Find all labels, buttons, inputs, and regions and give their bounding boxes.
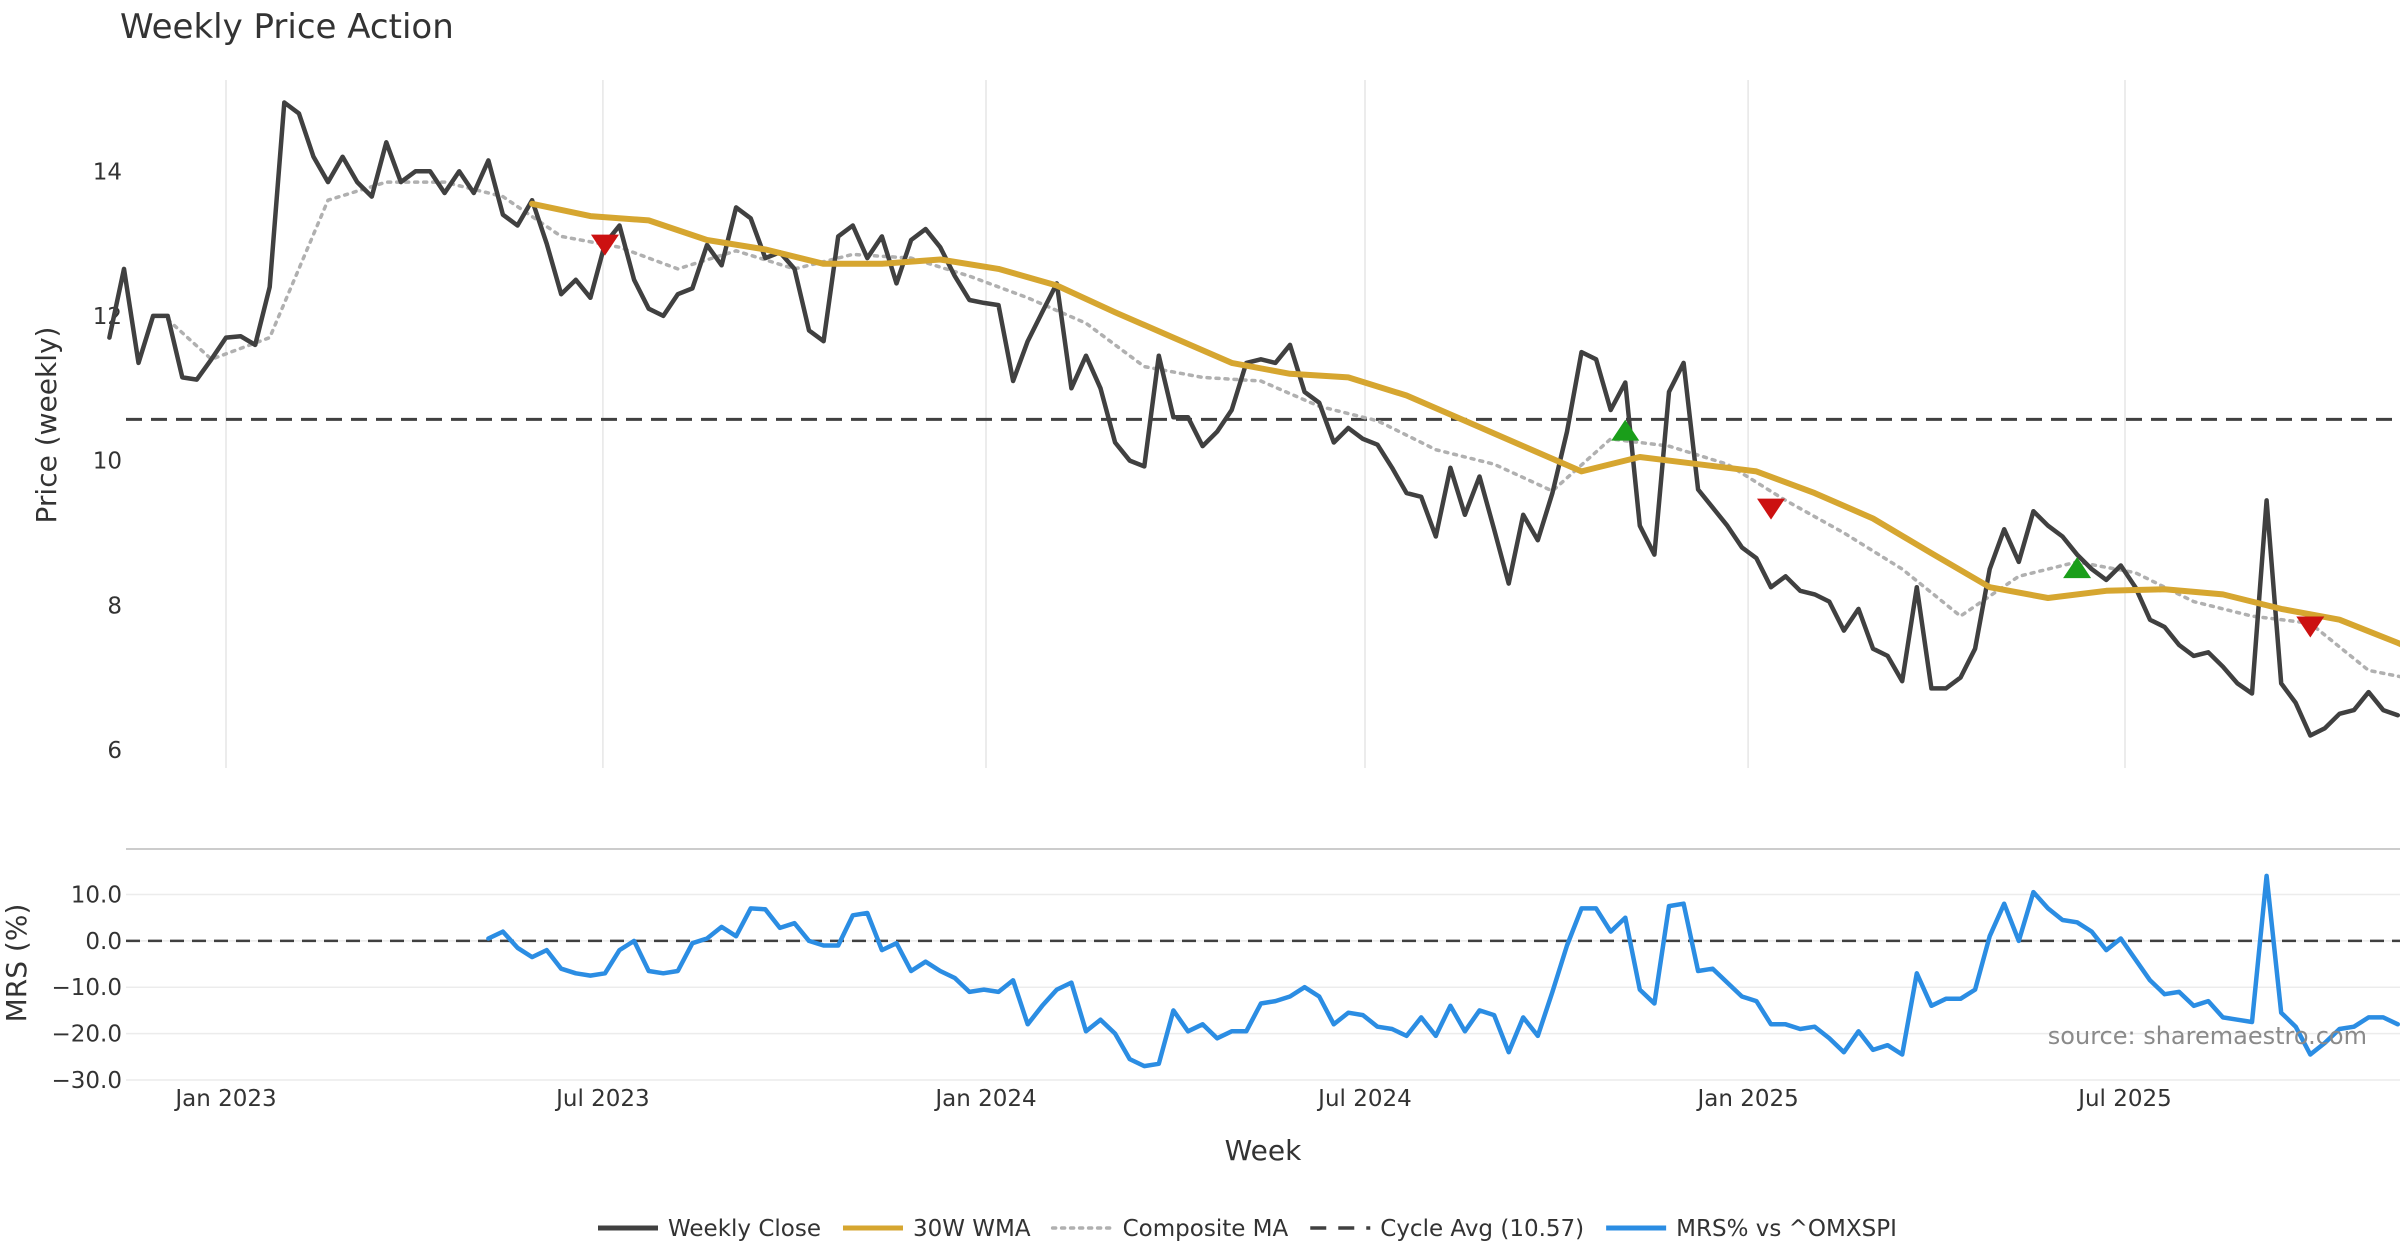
price-series bbox=[107, 100, 2400, 738]
mrs-grid bbox=[126, 893, 2400, 1081]
mrs-y-tick-2: −10.0 bbox=[52, 975, 122, 1001]
legend: Weekly Close 30W WMA Composite MA Cycle Avg… bbox=[598, 1216, 1897, 1242]
mrs-y-tick-3: −20.0 bbox=[52, 1022, 122, 1048]
sell-signal-marker-0 bbox=[590, 234, 619, 256]
legend-label-composite-ma: Composite MA bbox=[1123, 1216, 1289, 1242]
legend-label-30w-wma: 30W WMA bbox=[913, 1216, 1031, 1242]
source-note: source: sharemaestro.com bbox=[2048, 1022, 2367, 1050]
mrs-y-tick-0: 10.0 bbox=[71, 882, 122, 908]
x-tick-jul-2025: Jul 2025 bbox=[2076, 1086, 2172, 1112]
mrs-y-tick-1: 0.0 bbox=[85, 929, 122, 955]
buy-signal-marker-1 bbox=[1611, 419, 1640, 441]
price-y-tick-6: 6 bbox=[107, 738, 122, 764]
x-axis-label: Week bbox=[1225, 1134, 1302, 1167]
price-y-axis-label: Price (weekly) bbox=[30, 327, 63, 524]
x-tick-jan-2025: Jan 2025 bbox=[1695, 1086, 1798, 1112]
sell-signal-marker-2 bbox=[1757, 498, 1786, 520]
sell-signal-marker-4 bbox=[2296, 616, 2325, 638]
x-tick-jul-2024: Jul 2024 bbox=[1316, 1086, 1412, 1112]
mrs-y-axis-label: MRS (%) bbox=[0, 904, 33, 1023]
composite-ma-line bbox=[165, 180, 2400, 679]
x-ticks: Jan 2023 Jul 2023 Jan 2024 Jul 2024 Jan 2025… bbox=[173, 1086, 2171, 1112]
x-tick-jan-2024: Jan 2024 bbox=[933, 1086, 1036, 1112]
x-tick-jan-2023: Jan 2023 bbox=[173, 1086, 276, 1112]
mrs-y-ticks: 10.0 0.0 −10.0 −20.0 −30.0 bbox=[52, 882, 122, 1094]
chart-title: Weekly Price Action bbox=[120, 7, 454, 47]
price-y-tick-14: 14 bbox=[93, 159, 122, 185]
price-y-tick-8: 8 bbox=[107, 593, 122, 619]
weekly-close-line bbox=[107, 100, 2400, 738]
price-grid bbox=[225, 80, 2126, 768]
wma-30w-line bbox=[529, 200, 2400, 648]
price-y-tick-10: 10 bbox=[93, 449, 122, 475]
x-tick-jul-2023: Jul 2023 bbox=[554, 1086, 650, 1112]
mrs-series bbox=[126, 873, 2400, 1069]
legend-label-mrs-vs-omxspi: MRS% vs ^OMXSPI bbox=[1676, 1216, 1897, 1242]
signal-markers bbox=[590, 234, 2325, 638]
buy-signal-marker-3 bbox=[2063, 557, 2092, 579]
mrs-y-tick-4: −30.0 bbox=[52, 1068, 122, 1094]
mrs-line bbox=[486, 873, 2400, 1069]
legend-label-weekly-close: Weekly Close bbox=[668, 1216, 821, 1242]
legend-label-cycle-avg-10-57: Cycle Avg (10.57) bbox=[1380, 1216, 1584, 1242]
